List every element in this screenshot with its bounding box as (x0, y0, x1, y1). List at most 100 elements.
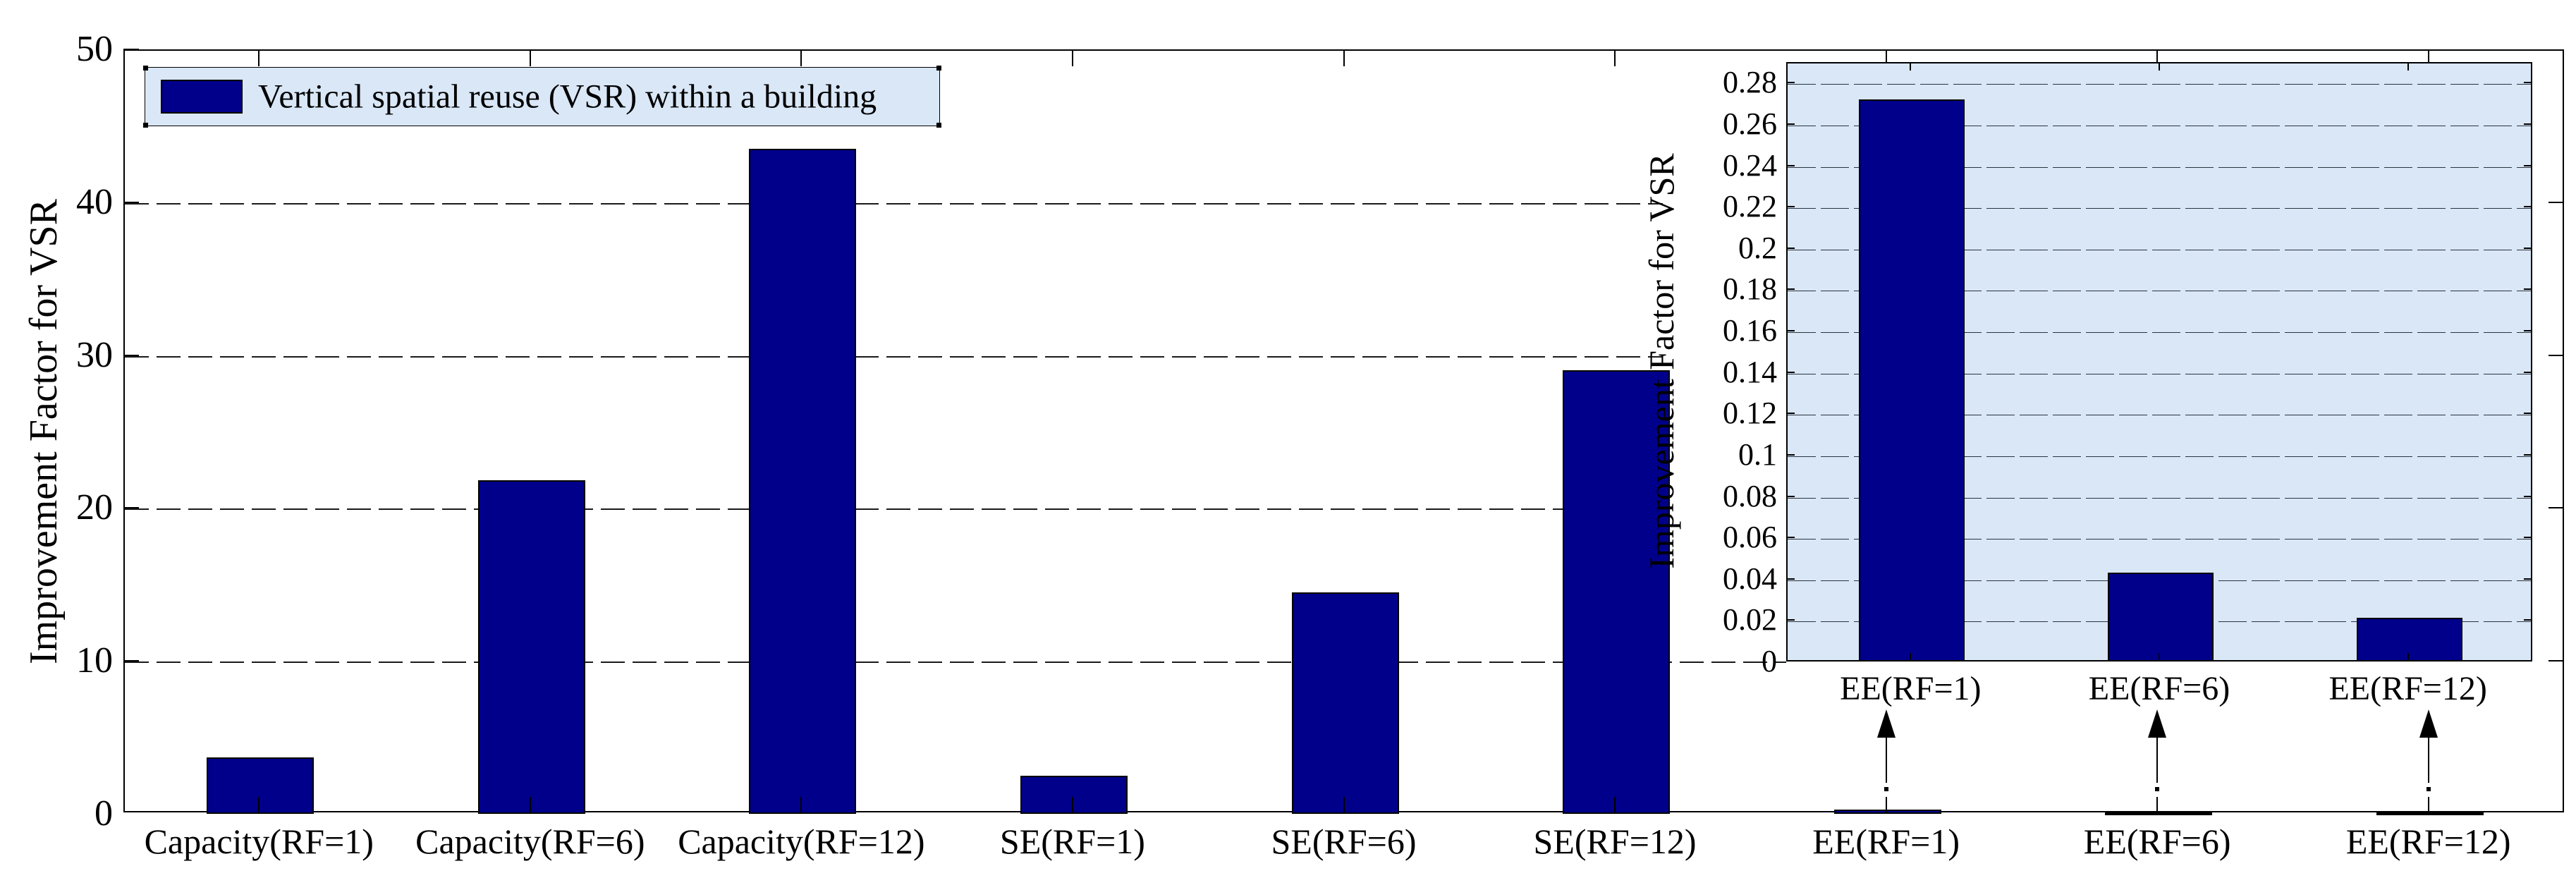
inset-xtick-label-EE(RF=6): EE(RF=6) (2088, 670, 2230, 707)
main-gridline-y40 (125, 202, 1663, 205)
arrow-up-icon (2419, 709, 2438, 738)
inset-ytick-label-0.1: 0.1 (1738, 437, 1777, 472)
inset-ytick-label-0.02: 0.02 (1723, 602, 1777, 638)
inset-ytick-left (1786, 82, 1795, 84)
inset-ytick-left (1786, 495, 1795, 497)
main-ytick-label-20: 20 (76, 487, 113, 528)
arrow-up-icon (2148, 709, 2167, 738)
main-xtick-bottom (1614, 797, 1616, 814)
inset-ytick-right (2524, 164, 2532, 166)
inset-ytick-left (1786, 123, 1795, 125)
main-ytick-label-10: 10 (76, 640, 113, 681)
main-ytick-label-40: 40 (76, 181, 113, 222)
inset-ytick-right (2524, 413, 2532, 415)
main-xtick-bottom (258, 797, 260, 814)
arrow-dot (2155, 787, 2160, 791)
inset-ytick-left (1786, 453, 1795, 456)
inset-ytick-right (2524, 123, 2532, 125)
inset-bar-EE(RF=1) (1859, 99, 1965, 662)
main-bar-Capacity(RF=6) (477, 480, 585, 814)
main-xtick-label-SE(RF=6): SE(RF=6) (1271, 822, 1417, 861)
legend-corner-mark (936, 123, 941, 128)
legend-corner-mark (936, 66, 941, 71)
inset-bar-EE(RF=12) (2356, 618, 2462, 662)
inset-ytick-left (1786, 578, 1795, 580)
inset-ytick-label-0.18: 0.18 (1723, 272, 1777, 307)
legend-swatch-vsr (161, 80, 243, 114)
arrow-line (2427, 735, 2429, 783)
inset-xtick-top (1910, 62, 1912, 71)
main-gridline-y10 (125, 662, 1786, 664)
main-bar-EE(RF=12) (2376, 812, 2484, 815)
inset-xtick-top (2159, 62, 2160, 71)
main-ytick-right (2548, 660, 2564, 662)
main-xtick-label-Capacity(RF=6): Capacity(RF=6) (415, 822, 645, 861)
inset-gridline-y0.08 (1788, 497, 2531, 499)
inset-xtick-label-EE(RF=12): EE(RF=12) (2328, 670, 2487, 707)
main-xtick-top (1071, 49, 1073, 66)
main-bar-EE(RF=6) (2105, 812, 2213, 815)
legend-corner-mark (143, 123, 148, 128)
main-xtick-label-EE(RF=6): EE(RF=6) (2083, 822, 2231, 861)
inset-ytick-label-0: 0 (1762, 644, 1777, 678)
main-xtick-top (2156, 49, 2159, 66)
inset-gridline-y0.16 (1788, 332, 2531, 334)
inset-xtick-bottom (2159, 653, 2160, 662)
main-xtick-bottom (529, 797, 531, 814)
main-xtick-bottom (1071, 797, 1073, 814)
main-gridline-y20 (125, 508, 1663, 511)
arrow-up-icon (1876, 709, 1896, 738)
inset-ytick-right (2524, 206, 2532, 208)
main-xtick-bottom (1343, 797, 1345, 814)
inset-ytick-left (1786, 330, 1795, 332)
main-xtick-top (529, 49, 531, 66)
inset-xtick-label-EE(RF=1): EE(RF=1) (1840, 670, 1982, 707)
arrow-line (1885, 735, 1887, 783)
main-ytick-left (123, 201, 139, 203)
inset-ytick-left (1786, 206, 1795, 208)
inset-ytick-right (2524, 537, 2532, 539)
main-ytick-right (2548, 354, 2564, 356)
inset-ytick-left (1786, 537, 1795, 539)
main-xtick-top (258, 49, 260, 66)
main-ytick-label-50: 50 (76, 29, 113, 69)
inset-ytick-label-0.06: 0.06 (1723, 520, 1777, 555)
inset-gridline-y0.24 (1788, 166, 2531, 168)
main-xtick-label-Capacity(RF=12): Capacity(RF=12) (678, 822, 925, 861)
main-xtick-label-SE(RF=12): SE(RF=12) (1533, 822, 1697, 861)
inset-ytick-label-0.26: 0.26 (1723, 106, 1777, 141)
main-xtick-label-Capacity(RF=1): Capacity(RF=1) (144, 822, 374, 861)
main-ytick-right (2548, 507, 2564, 509)
inset-ytick-right (2524, 495, 2532, 497)
main-xtick-bottom (2427, 797, 2429, 814)
inset-ytick-label-0.14: 0.14 (1723, 354, 1777, 389)
main-xtick-label-SE(RF=1): SE(RF=1) (999, 822, 1145, 861)
inset-xtick-top (2407, 62, 2409, 71)
main-bar-Capacity(RF=12) (749, 148, 857, 814)
legend-corner-mark (143, 66, 148, 71)
main-xtick-label-EE(RF=12): EE(RF=12) (2345, 822, 2511, 861)
inset-ytick-label-0.12: 0.12 (1723, 396, 1777, 431)
main-xtick-top (1343, 49, 1345, 66)
main-ytick-left (123, 507, 139, 509)
inset-gridline-y0.1 (1788, 456, 2531, 457)
inset-ytick-label-0.16: 0.16 (1723, 313, 1777, 348)
main-xtick-top (1614, 49, 1616, 66)
inset-xtick-bottom (1910, 653, 1912, 662)
main-ytick-label-30: 30 (76, 334, 113, 375)
main-ytick-right (2548, 201, 2564, 203)
inset-ytick-right (2524, 453, 2532, 456)
inset-ytick-right (2524, 288, 2532, 291)
inset-ytick-right (2524, 619, 2532, 621)
inset-ytick-left (1786, 288, 1795, 291)
inset-bar-EE(RF=6) (2108, 572, 2214, 662)
arrow-dot (1884, 787, 1888, 791)
inset-ytick-label-0.22: 0.22 (1723, 189, 1777, 224)
inset-ytick-label-0.2: 0.2 (1738, 230, 1777, 265)
main-bar-SE(RF=12) (1563, 370, 1671, 814)
main-xtick-top (1885, 49, 1887, 66)
